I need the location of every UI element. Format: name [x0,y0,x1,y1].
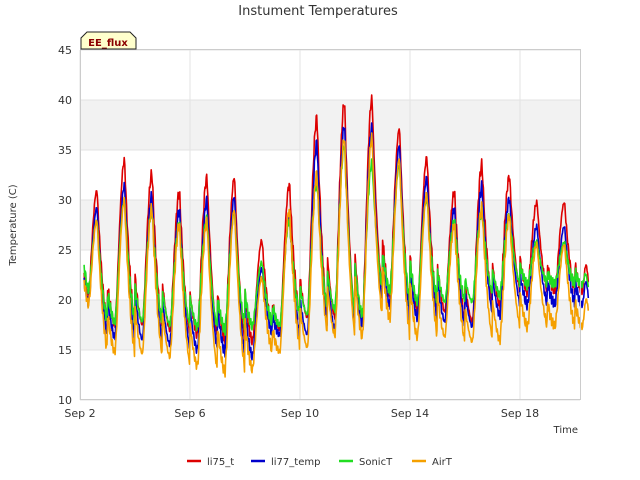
plot-background [80,50,580,400]
legend-item: SonicT [339,457,393,468]
y-tick-label: 45 [58,44,72,57]
y-tick-label: 30 [58,194,72,207]
chart-title: Instument Temperatures [238,4,398,19]
series-line-AirT [83,132,590,378]
x-tick-label: Sep 2 [64,407,95,420]
badge-box [80,31,137,50]
y-tick-label: 25 [58,244,72,257]
legend-item: li75_t [187,457,234,468]
site-badge: EE_flux [80,31,137,50]
legend-label: li75_t [207,457,234,468]
x-axis-ticks: Sep 2 Sep 6 Sep 10 Sep 14 Sep 18 [64,407,539,420]
y-tick-label: 35 [58,144,72,157]
legend: li75_t li77_temp SonicT AirT [187,457,453,468]
y-tick-label: 40 [58,94,72,107]
legend-label: li77_temp [271,457,320,468]
y-tick-label: 10 [58,394,72,407]
y-axis-ticks: 10 15 20 25 30 35 40 45 [58,44,72,407]
legend-item: li77_temp [251,457,320,468]
series-layer [83,94,590,378]
plot-frame [80,49,581,400]
series-line-SonicT [83,145,590,336]
y-tick-label: 15 [58,344,72,357]
x-axis-label: Time [553,425,578,436]
y-axis-label: Temperature (C) [8,184,19,266]
plot-band [80,150,580,200]
x-tick-label: Sep 6 [174,407,205,420]
x-tick-label: Sep 18 [501,407,539,420]
x-tick-label: Sep 10 [281,407,319,420]
plot-band [80,200,580,250]
legend-label: AirT [432,457,453,468]
x-tick-label: Sep 14 [391,407,429,420]
plot-band [80,350,580,400]
legend-item: AirT [412,457,453,468]
plot-band [80,50,580,100]
legend-label: SonicT [359,457,393,468]
plot-band [80,100,580,150]
y-tick-label: 20 [58,294,72,307]
badge-label: EE_flux [88,38,128,49]
